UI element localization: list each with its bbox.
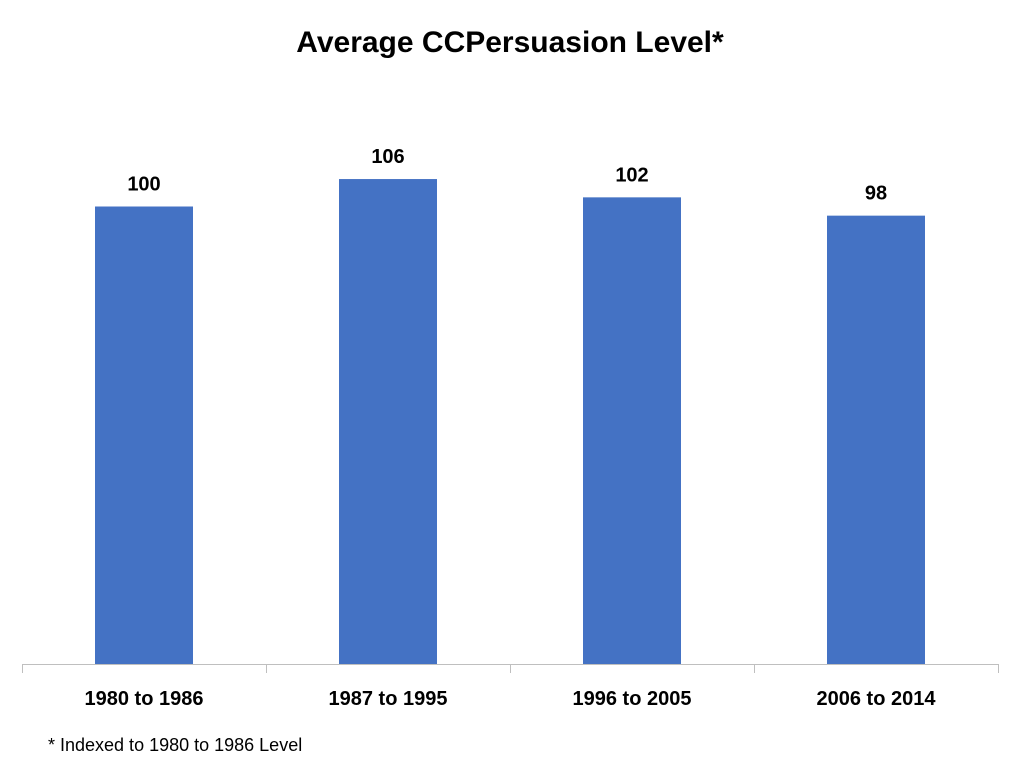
- x-tick-label-3: 1996 to 2005: [573, 688, 692, 710]
- plot-area: 100 1980 to 1986 106 1987 to 1995 102 1996 to…: [22, 146, 999, 710]
- data-label-2: 106: [371, 146, 404, 168]
- footnote: * Indexed to 1980 to 1986 Level: [48, 735, 302, 755]
- x-tick-label-2: 1987 to 1995: [329, 688, 448, 710]
- data-label-4: 98: [865, 183, 887, 205]
- bar-4: [827, 215, 925, 664]
- chart-title: Average CCPersuasion Level*: [296, 26, 724, 59]
- data-label-1: 100: [127, 174, 160, 196]
- bar-1: [95, 206, 193, 664]
- x-tick-label-1: 1980 to 1986: [85, 688, 204, 710]
- x-tick-label-4: 2006 to 2014: [817, 688, 937, 710]
- data-label-3: 102: [615, 164, 648, 186]
- bar-2: [339, 179, 437, 665]
- bar-3: [583, 197, 681, 664]
